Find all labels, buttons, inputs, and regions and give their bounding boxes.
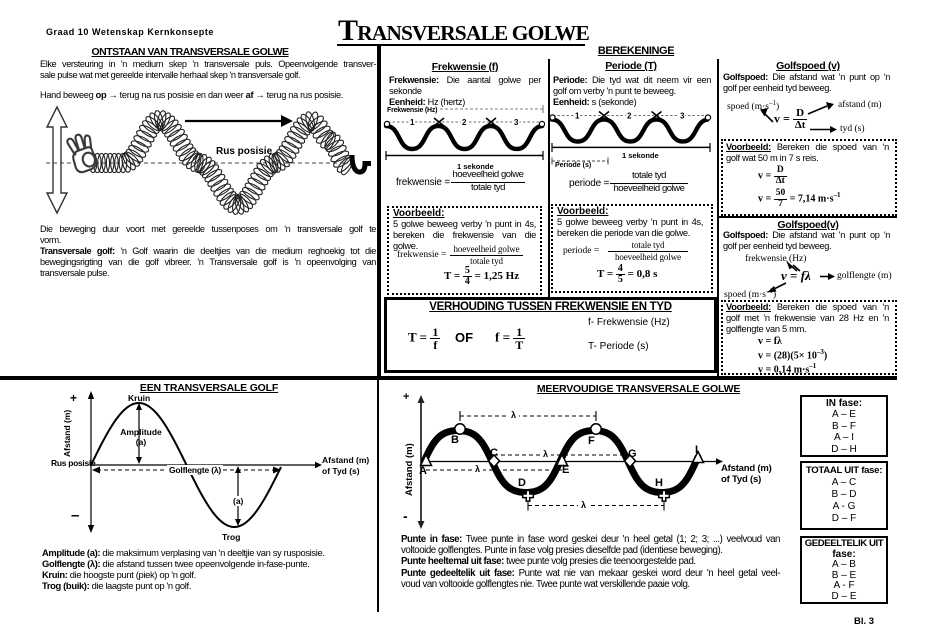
svg-text:1 sekonde: 1 sekonde <box>457 162 494 171</box>
svg-text:Frekwensie (Hz): Frekwensie (Hz) <box>387 107 437 114</box>
svg-text:1: 1 <box>575 112 580 121</box>
svg-text:2: 2 <box>462 118 467 127</box>
svg-text:2: 2 <box>627 112 632 121</box>
svg-text:1 sekonde: 1 sekonde <box>622 151 659 160</box>
svg-text:3: 3 <box>680 112 685 121</box>
svg-text:3: 3 <box>514 118 519 127</box>
svg-text:1: 1 <box>410 118 415 127</box>
